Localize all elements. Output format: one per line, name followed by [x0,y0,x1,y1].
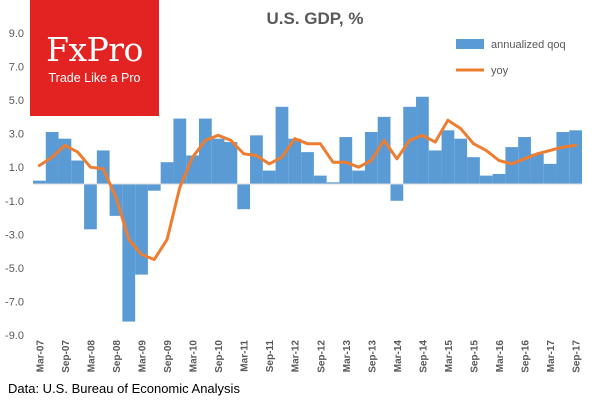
bar-mar-15 [441,130,455,184]
bar-dec-09 [173,118,187,184]
bar-mar-08 [84,184,97,230]
y-tick-label--9-0: -9.0 [5,330,24,342]
bar-sep-14 [416,96,429,184]
x-tick-label-mar-07: Mar-07 [35,340,46,373]
bar-jun-16 [505,147,519,184]
x-tick-label-mar-14: Mar-14 [393,340,404,373]
x-tick-label-mar-09: Mar-09 [138,340,149,373]
bar-mar-13 [339,137,353,184]
bar-sep-09 [160,162,174,184]
line-series-yoy [37,118,578,261]
bar-jun-11 [250,135,263,184]
bar-sep-15 [467,157,480,184]
x-tick-label-sep-12: Sep-12 [316,340,327,373]
x-tick-label-mar-12: Mar-12 [291,340,302,373]
bar-jun-13 [352,170,365,184]
bar-dec-16 [530,153,544,184]
x-axis: Mar-07 Sep-07 Mar-08 Sep-08 Mar-09 Sep-09 Mar-… [33,183,583,373]
legend-swatch-annualized-qoq [456,39,484,49]
bar-jun-10 [198,118,212,184]
y-tick-label--7-0: -7.0 [5,296,24,308]
logo-tagline: Trade Like a Pro [48,71,141,85]
x-tick-label-sep-17: Sep-17 [572,340,583,373]
x-tick-label-mar-16: Mar-16 [495,340,506,373]
y-tick-label-3-0: 3.0 [9,129,24,141]
x-tick-label-sep-11: Sep-11 [265,340,276,373]
bar-dec-11 [275,106,289,184]
bar-mar-07 [33,180,46,184]
bar-mar-14 [390,184,404,201]
legend: annualized qoq yoy [456,39,566,77]
bar-jun-09 [147,184,161,191]
x-tick-label-sep-14: Sep-14 [418,340,429,373]
logo-name: FxPro [46,30,143,69]
y-tick-label-1-0: 1.0 [9,162,24,174]
x-tick-label-sep-07: Sep-07 [61,340,72,373]
bar-mar-12 [288,138,302,184]
bar-jun-12 [301,152,314,184]
bar-mar-17 [543,163,557,184]
source-note: Data: U.S. Bureau of Economic Analysis [8,381,240,396]
x-tick-label-sep-16: Sep-16 [521,340,532,373]
y-axis: 9.0 7.0 5.0 3.0 1.0 -1.0 -3.0 -5.0 -7.0 -9.0 [5,28,24,342]
fxpro-logo: FxPro Trade Like a Pro [30,0,159,116]
legend-label-yoy: yoy [491,65,509,77]
chart-title: U.S. GDP, % [267,9,364,28]
x-tick-label-mar-08: Mar-08 [86,340,97,373]
y-tick-label-9-0: 9.0 [9,28,24,40]
bar-dec-08 [122,184,136,322]
bar-dec-10 [224,142,238,184]
y-tick-label--3-0: -3.0 [5,229,24,241]
bar-sep-12 [313,175,327,184]
bar-sep-16 [518,137,531,184]
bar-mar-11 [237,184,251,210]
bar-mar-16 [492,173,506,184]
y-tick-label-7-0: 7.0 [9,62,24,74]
bar-series-annualized-qoq [33,96,582,322]
bar-jun-14 [403,106,417,184]
x-tick-label-mar-17: Mar-17 [546,340,557,373]
bar-dec-15 [479,175,493,184]
bar-sep-17 [569,130,582,184]
x-tick-label-mar-11: Mar-11 [240,340,251,372]
bar-sep-11 [262,170,276,184]
bar-dec-12 [326,182,340,184]
bar-jun-17 [556,131,570,184]
line-yoy [37,118,578,261]
x-tick-label-sep-08: Sep-08 [112,340,123,373]
x-tick-label-sep-09: Sep-09 [163,340,174,373]
bar-mar-09 [135,184,148,275]
x-tick-label-sep-13: Sep-13 [367,340,378,373]
x-tick-label-sep-15: Sep-15 [469,340,480,373]
x-tick-label-mar-10: Mar-10 [189,340,200,373]
y-tick-label--5-0: -5.0 [5,263,24,275]
x-tick-label-mar-13: Mar-13 [342,340,353,373]
x-tick-label-sep-10: Sep-10 [214,340,225,373]
bar-jun-15 [454,138,468,184]
x-tick-label-mar-15: Mar-15 [444,340,455,373]
bar-sep-10 [211,138,225,184]
legend-label-annualized-qoq: annualized qoq [491,39,566,51]
y-tick-label-5-0: 5.0 [9,95,24,107]
bar-dec-13 [377,116,391,184]
bar-dec-14 [428,150,442,184]
y-tick-label--1-0: -1.0 [5,196,24,208]
bar-dec-07 [71,160,85,184]
